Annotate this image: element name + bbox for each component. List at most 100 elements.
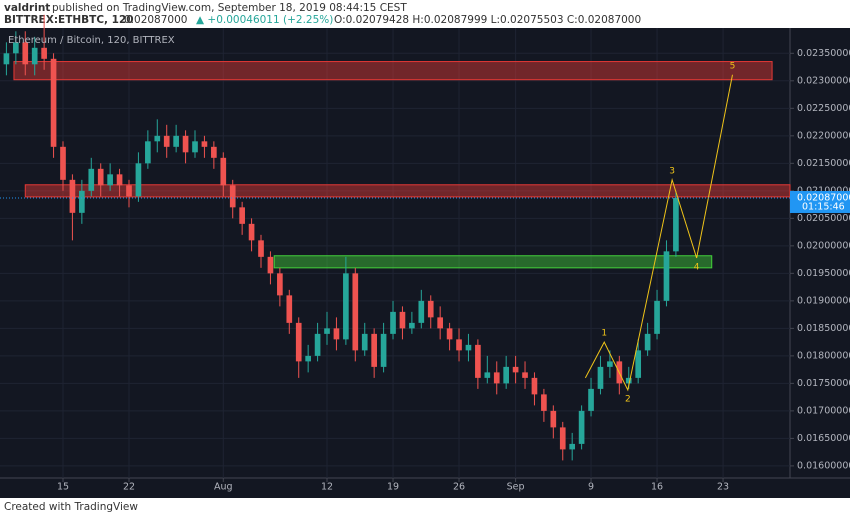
candle-body <box>314 333 321 356</box>
x-tick-label: 19 <box>387 482 399 493</box>
candle-body <box>465 344 472 351</box>
candle-body <box>22 42 29 65</box>
candle-body <box>173 135 179 147</box>
candle-body <box>116 174 123 186</box>
author: valdrint <box>4 2 50 14</box>
x-tick-label: 23 <box>717 482 729 493</box>
y-tick-label: 0.01750000 <box>797 378 850 389</box>
candle-body <box>239 207 245 224</box>
candle-body <box>145 141 151 164</box>
y-tick-label: 0.01900000 <box>797 295 850 306</box>
y-tick-label: 0.01850000 <box>797 323 850 334</box>
x-tick-label: Sep <box>507 482 525 493</box>
wave-label: 3 <box>669 166 675 176</box>
candle-body <box>305 355 311 362</box>
candle-body <box>512 366 519 373</box>
candle-body <box>644 333 651 351</box>
candle-body <box>541 394 547 411</box>
candle-body <box>361 333 368 351</box>
x-tick-label: 9 <box>588 482 594 493</box>
candle-body <box>663 251 670 301</box>
plot: 0.01600000 0.01650000 0.01700000 0.01750000… <box>0 14 850 493</box>
candle-body <box>277 273 283 296</box>
candle-body <box>427 300 434 318</box>
last-price-box <box>790 190 850 213</box>
candle-body <box>409 322 415 329</box>
y-tick-label: 0.01700000 <box>797 405 850 416</box>
zone <box>24 184 791 198</box>
candle-body <box>50 58 57 147</box>
candle-body <box>88 168 95 191</box>
candle-body <box>597 366 604 389</box>
y-tick-label: 0.02250000 <box>797 103 850 114</box>
candle-body <box>126 185 132 197</box>
candle-body <box>607 361 613 367</box>
candle-body <box>192 141 198 153</box>
candle-body <box>3 53 10 65</box>
y-tick-label: 0.02300000 <box>797 75 850 86</box>
symbol: BITTREX:ETHBTC, 120 <box>4 14 134 26</box>
candle-body <box>493 372 500 384</box>
chart-bg <box>0 28 850 498</box>
candle-body <box>60 146 66 180</box>
y-tick-label: 0.02350000 <box>797 48 850 59</box>
x-tick-label: 16 <box>651 482 663 493</box>
candle-body <box>550 410 557 428</box>
wave-label: 1 <box>601 329 607 339</box>
candle-body <box>569 443 576 450</box>
candle-body <box>371 333 377 367</box>
header-bg <box>0 0 850 28</box>
footer: Created with TradingView <box>4 501 138 513</box>
candle-body <box>484 372 491 378</box>
candle-body <box>13 42 19 54</box>
candle-body <box>258 240 264 257</box>
candle-body <box>135 163 142 197</box>
x-tick-label: Aug <box>214 482 233 493</box>
change: ▲ +0.00046011 (+2.25%) <box>196 14 333 26</box>
candle-body <box>248 223 255 241</box>
y-tick-label: 0.01650000 <box>797 433 850 444</box>
candle-body <box>69 179 76 213</box>
published: published on TradingView.com, September … <box>52 2 407 14</box>
wave-line <box>584 74 733 392</box>
x-tick-label: 15 <box>57 482 69 493</box>
candle-body <box>625 377 632 384</box>
last-price-label: 0.02087000 <box>797 192 850 203</box>
candle-body <box>475 344 481 378</box>
candle-body <box>201 141 208 147</box>
candle-body <box>163 135 170 147</box>
candle-body <box>380 333 387 367</box>
footer-bg <box>0 498 850 518</box>
wave-label: 2 <box>625 394 631 404</box>
candle-body <box>522 372 528 378</box>
candle-body <box>41 47 47 59</box>
chart-title: Ethereum / Bitcoin, 120, BITTREX <box>8 35 175 46</box>
zone <box>273 255 713 269</box>
candle-body <box>343 273 349 340</box>
candle-body <box>456 339 462 351</box>
x-tick-label: 22 <box>123 482 135 493</box>
candle-body <box>324 328 330 334</box>
y-tick-label: 0.01950000 <box>797 268 850 279</box>
candle-body <box>446 328 453 340</box>
candle-body <box>333 328 340 340</box>
y-tick-label: 0.02200000 <box>797 130 850 141</box>
candle-body <box>390 311 396 334</box>
ohlc: O:0.02079428 H:0.02087999 L:0.02075503 C… <box>334 14 641 26</box>
y-tick-label: 0.02150000 <box>797 158 850 169</box>
x-tick-label: 12 <box>321 482 333 493</box>
candle-body <box>559 427 566 450</box>
candle-body <box>437 317 443 329</box>
candle-body <box>654 300 660 334</box>
countdown: 01:15:46 <box>802 201 845 212</box>
candle-body <box>399 311 406 329</box>
x-tick-label: 26 <box>453 482 465 493</box>
y-tick-label: 0.02100000 <box>797 185 850 196</box>
candle-body <box>267 256 274 274</box>
candle-body <box>97 168 104 186</box>
candle-body <box>531 377 538 395</box>
wave-label: 5 <box>730 61 736 71</box>
candle-body <box>418 300 425 323</box>
candle-body <box>31 47 38 65</box>
